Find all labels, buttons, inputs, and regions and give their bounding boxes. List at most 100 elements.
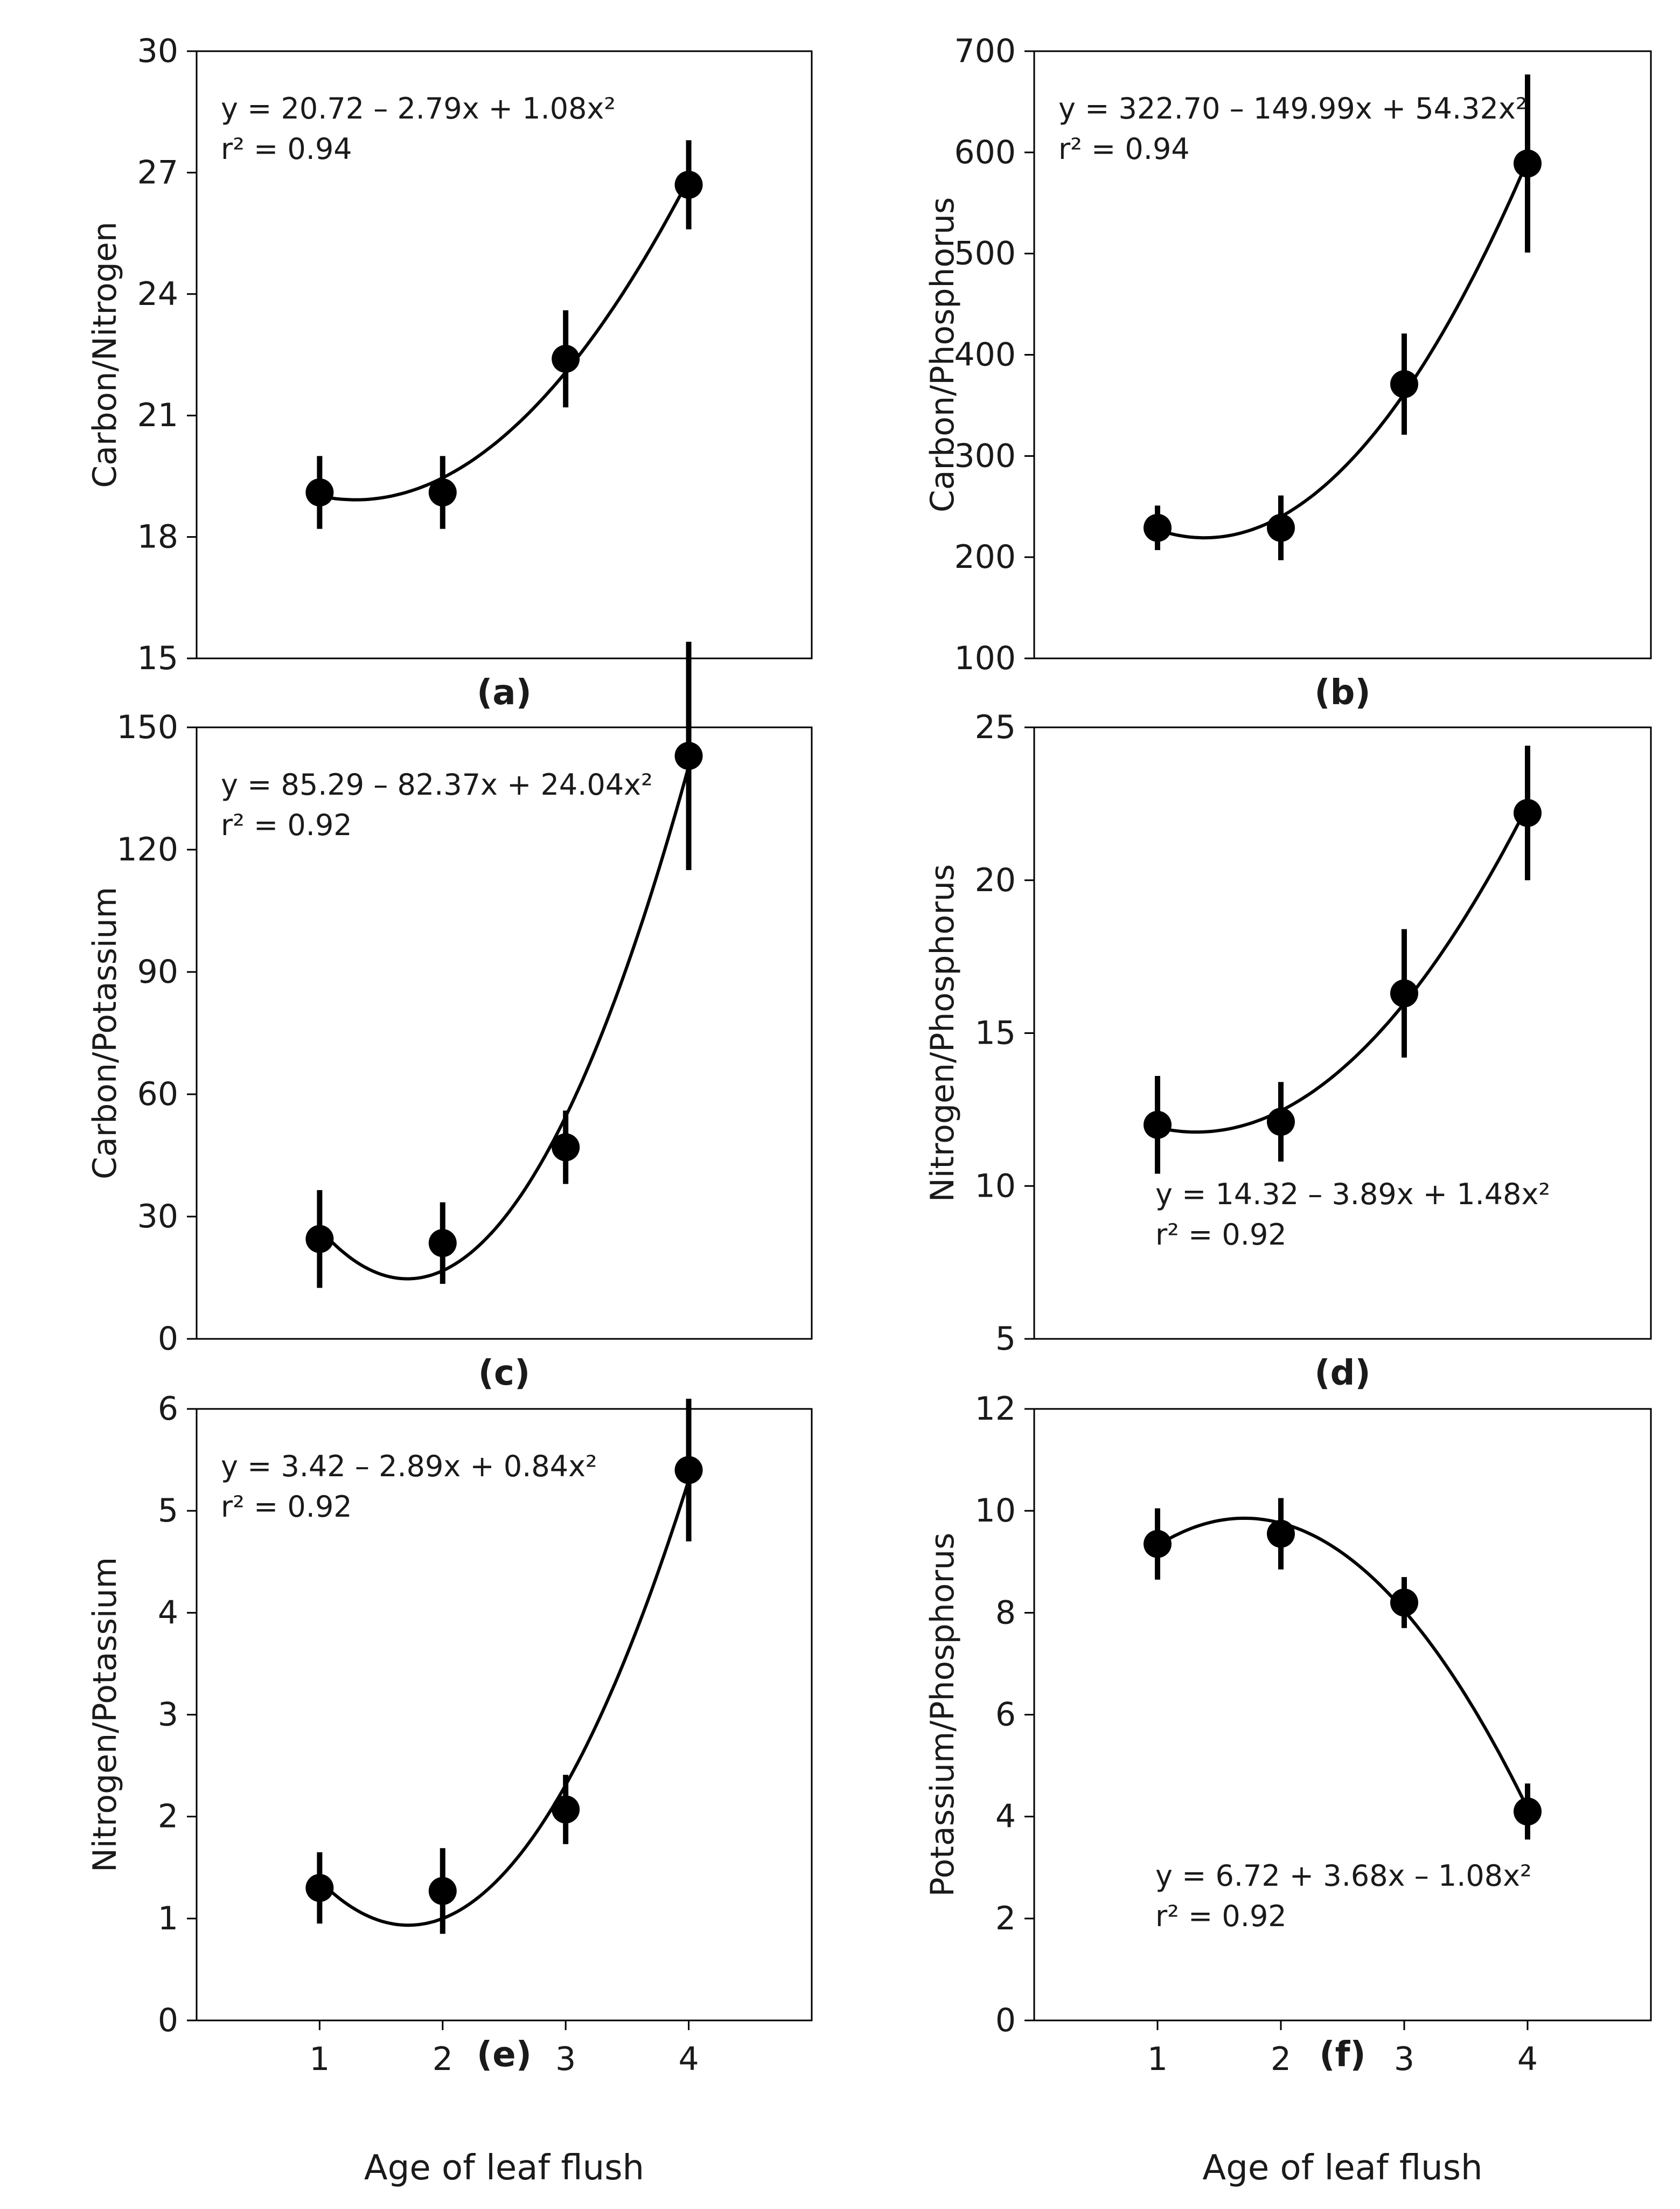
y-axis-label: Potassium/Phosphorus <box>924 1533 961 1897</box>
y-tick-label: 300 <box>954 437 1016 475</box>
y-axis-label: Carbon/Phosphorus <box>924 197 961 512</box>
panel-label: (c) <box>478 1353 530 1393</box>
r-squared: r² = 0.92 <box>221 1490 352 1524</box>
x-axis-label: Age of leaf flush <box>1202 2148 1482 2188</box>
panel-label: (d) <box>1314 1353 1370 1393</box>
data-point <box>1514 1797 1542 1826</box>
y-tick-label: 700 <box>954 32 1016 70</box>
fit-equation: y = 85.29 – 82.37x + 24.04x² <box>221 768 653 802</box>
panel-a: 15 18 21 24 27 30 Carbon/Nitrogen (a) y = 20.72 … <box>86 32 813 713</box>
y-tick-label: 27 <box>137 154 178 191</box>
data-point <box>674 1456 703 1484</box>
y-tick-label: 15 <box>975 1015 1016 1052</box>
panel-label: (a) <box>477 673 532 713</box>
data-point <box>1267 1108 1295 1136</box>
data-point <box>1514 798 1542 827</box>
panel-b: 100 200 300 400 500 600 700 Carbon/Phosphorus (b… <box>924 32 1652 713</box>
data-point <box>305 1874 334 1902</box>
y-tick-label: 20 <box>975 862 1016 899</box>
y-tick-label: 150 <box>116 708 178 746</box>
fit-curve <box>1157 159 1529 540</box>
fit-curve <box>319 178 691 502</box>
y-tick-label: 15 <box>137 640 178 677</box>
plot-frame <box>1033 726 1652 1340</box>
y-tick-label: 21 <box>137 397 178 434</box>
y-axis-label: Nitrogen/Potassium <box>86 1557 124 1872</box>
y-tick-label: 0 <box>995 2002 1016 2039</box>
y-tick-label: 5 <box>995 1320 1016 1358</box>
data-point <box>1144 1530 1172 1558</box>
data-point <box>428 1229 457 1258</box>
y-tick-label: 6 <box>158 1390 178 1428</box>
y-tick-label: 24 <box>137 275 178 313</box>
fit-equation: y = 3.42 – 2.89x + 0.84x² <box>221 1449 597 1483</box>
data-point <box>428 1877 457 1905</box>
y-tick-label: 12 <box>975 1390 1016 1428</box>
r-squared: r² = 0.94 <box>221 132 352 166</box>
panel-c: 0 30 60 90 120 150 Carbon/Potassium (c) y = 85.2… <box>86 642 813 1393</box>
x-axis-label: Age of leaf flush <box>364 2148 644 2188</box>
data-point <box>552 345 580 373</box>
fit-equation: y = 20.72 – 2.79x + 1.08x² <box>221 92 616 126</box>
data-point <box>1390 979 1418 1008</box>
fit-curve <box>1156 1516 1529 1809</box>
data-point <box>552 1795 580 1824</box>
data-point <box>1267 1519 1295 1548</box>
r-squared: r² = 0.94 <box>1058 132 1190 166</box>
x-tick-label: 3 <box>1394 2040 1414 2078</box>
panel-label: (b) <box>1314 673 1370 713</box>
plot-frame <box>196 50 813 659</box>
plot-frame <box>196 726 813 1340</box>
y-tick-label: 0 <box>158 1320 178 1358</box>
plot-frame <box>1033 1408 1652 2022</box>
y-axis-label: Nitrogen/Phosphorus <box>924 864 961 1202</box>
panel-e: 0 1 2 3 4 5 6 1 2 3 4 Nitrogen/Potassium (e) Age of l… <box>86 1390 813 2188</box>
y-tick-label: 400 <box>954 336 1016 374</box>
y-tick-label: 0 <box>158 2002 178 2039</box>
y-tick-label: 90 <box>137 953 178 991</box>
y-tick-label: 600 <box>954 134 1016 171</box>
data-point <box>1144 513 1172 542</box>
x-tick-label: 1 <box>309 2040 330 2078</box>
y-tick-label: 2 <box>158 1798 178 1836</box>
y-tick-label: 5 <box>158 1492 178 1530</box>
data-point <box>1390 370 1418 398</box>
fit-curve <box>1157 804 1529 1134</box>
panel-d: 5 10 15 20 25 Nitrogen/Phosphorus (d) y = 14.32… <box>924 708 1652 1393</box>
y-tick-label: 60 <box>137 1075 178 1113</box>
y-tick-label: 8 <box>995 1594 1016 1631</box>
x-tick-label: 4 <box>679 2040 699 2078</box>
data-point <box>1390 1588 1418 1617</box>
x-tick-label: 4 <box>1517 2040 1538 2078</box>
data-point <box>305 478 334 506</box>
fit-equation: y = 14.32 – 3.89x + 1.48x² <box>1155 1177 1550 1211</box>
y-tick-label: 1 <box>158 1900 178 1937</box>
fit-equation: y = 322.70 – 149.99x + 54.32x² <box>1058 92 1528 126</box>
y-tick-label: 6 <box>995 1696 1016 1734</box>
y-tick-label: 18 <box>137 518 178 556</box>
y-tick-label: 200 <box>954 538 1016 576</box>
data-point <box>1267 513 1295 542</box>
y-tick-label: 120 <box>116 831 178 869</box>
x-tick-label: 2 <box>1271 2040 1291 2078</box>
y-tick-label: 10 <box>975 1492 1016 1530</box>
data-point <box>1144 1110 1172 1139</box>
y-axis-label: Carbon/Nitrogen <box>86 221 124 488</box>
y-axis-label: Carbon/Potassium <box>86 887 124 1179</box>
y-tick-label: 30 <box>137 1198 178 1235</box>
x-tick-label: 3 <box>555 2040 576 2078</box>
y-tick-label: 4 <box>995 1798 1016 1836</box>
r-squared: r² = 0.92 <box>1155 1899 1287 1933</box>
y-tick-label: 30 <box>137 32 178 70</box>
fit-curve <box>318 766 691 1281</box>
panel-label: (e) <box>477 2035 532 2075</box>
y-tick-label: 4 <box>158 1594 178 1631</box>
y-tick-label: 10 <box>975 1167 1016 1205</box>
data-point <box>305 1225 334 1253</box>
y-tick-label: 3 <box>158 1696 178 1734</box>
y-tick-label: 100 <box>954 640 1016 677</box>
data-point <box>1514 149 1542 178</box>
data-point <box>428 478 457 506</box>
